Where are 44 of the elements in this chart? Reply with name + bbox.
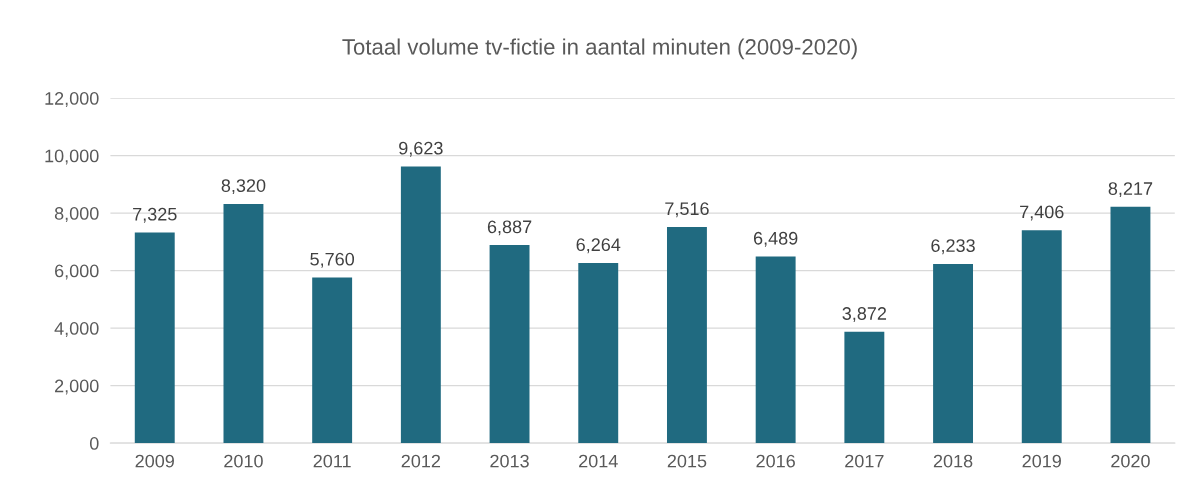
y-tick-label: 4,000 [54, 322, 99, 337]
bar [223, 203, 264, 444]
x-tick-label: 2010 [224, 454, 263, 468]
bar [755, 256, 796, 444]
data-label: 6,489 [753, 231, 798, 247]
data-label: 6,887 [487, 220, 532, 236]
bar [933, 263, 974, 444]
data-label: 6,233 [931, 239, 975, 255]
bar [134, 232, 175, 444]
x-tick-label: 2009 [135, 454, 174, 468]
data-label: 7,516 [665, 202, 709, 218]
bar [844, 331, 885, 444]
x-tick-label: 2020 [1111, 454, 1150, 468]
y-tick-label: 8,000 [54, 207, 99, 222]
x-tick-label: 2018 [933, 454, 973, 468]
data-label: 7,406 [1020, 205, 1064, 221]
x-tick-label: 2012 [401, 454, 441, 468]
bar [312, 277, 353, 444]
bar [400, 166, 441, 444]
data-label: 6,264 [576, 238, 621, 254]
bar [1110, 206, 1151, 444]
x-tick-label: 2017 [845, 454, 884, 468]
y-tick-label: 2,000 [55, 379, 99, 395]
y-tick-label: 6,000 [55, 264, 99, 280]
x-tick-label: 2011 [313, 454, 351, 468]
y-tick-label: 0 [89, 437, 99, 450]
x-tick-label: 2019 [1022, 454, 1061, 468]
data-label: 5,760 [310, 252, 355, 268]
data-label: 7,325 [133, 207, 177, 223]
x-tick-label: 2015 [667, 454, 707, 468]
bar [666, 227, 707, 444]
bar [578, 263, 619, 444]
bar [1021, 230, 1062, 444]
chart-title: Totaal volume tv-fictie in aantal minuten (2009-2020) [342, 38, 857, 60]
data-label: 8,320 [221, 179, 266, 195]
x-tick-label: 2016 [756, 454, 795, 468]
x-tick-label: 2013 [490, 454, 529, 468]
data-label: 8,217 [1108, 182, 1153, 198]
data-label: 9,623 [399, 141, 443, 157]
y-tick-label: 12,000 [45, 92, 99, 107]
bar [489, 245, 530, 444]
x-tick-label: 2014 [579, 454, 618, 468]
y-tick-label: 10,000 [45, 149, 99, 165]
data-label: 3,872 [842, 307, 887, 323]
